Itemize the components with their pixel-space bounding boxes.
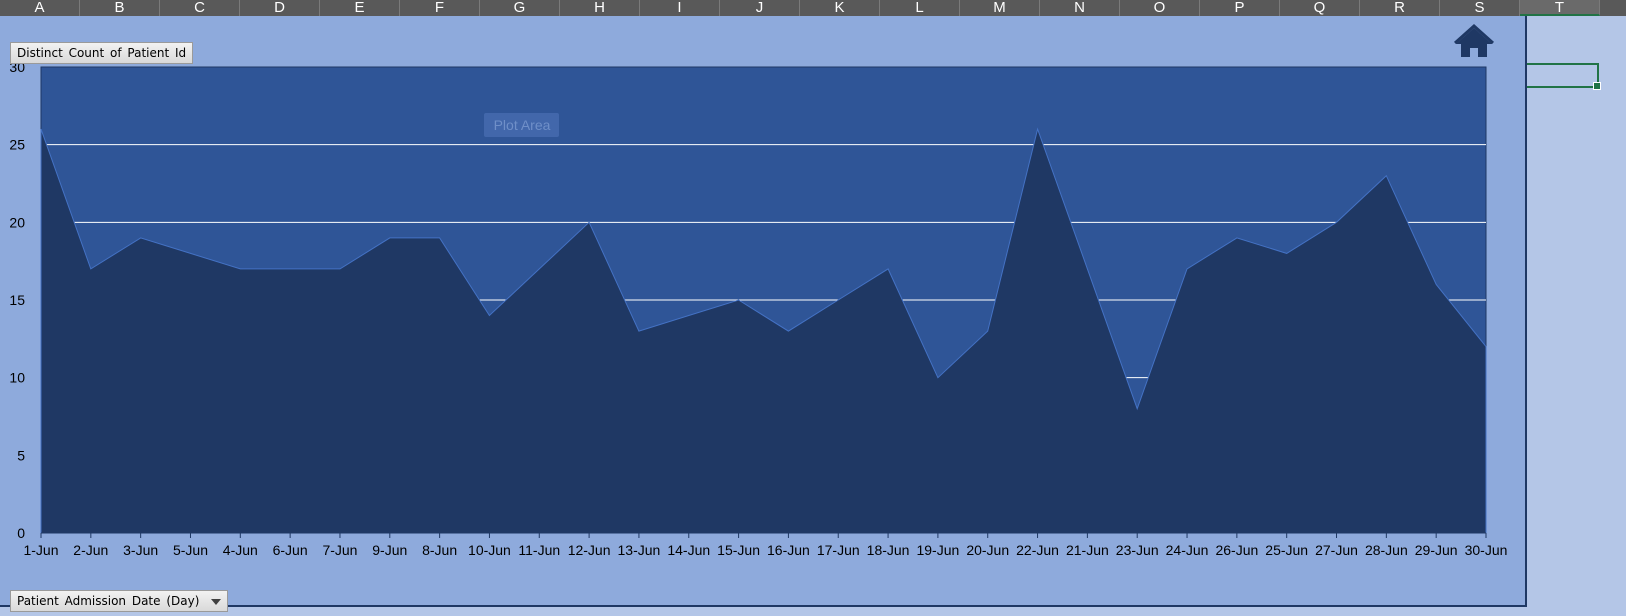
column-header-m[interactable]: M: [960, 0, 1040, 16]
column-header-r[interactable]: R: [1360, 0, 1440, 16]
y-tick-label: 15: [9, 292, 25, 308]
column-header-k[interactable]: K: [800, 0, 880, 16]
value-field-button[interactable]: Distinct Count of Patient Id: [10, 42, 194, 64]
x-axis: 1-Jun 2-Jun 3-Jun 5-Jun 4-Jun 6-Jun 7-Jun 9-Jun…: [23, 532, 1508, 558]
column-header-e[interactable]: E: [320, 0, 400, 16]
x-tick-label: 9-Jun: [372, 542, 407, 558]
plot-area-tooltip: Plot Area: [484, 113, 559, 137]
column-header-f[interactable]: F: [400, 0, 480, 16]
x-tick-label: 16-Jun: [767, 542, 810, 558]
column-header-h[interactable]: H: [560, 0, 640, 16]
x-tick-label: 28-Jun: [1365, 542, 1408, 558]
x-tick-label: 27-Jun: [1315, 542, 1358, 558]
home-icon[interactable]: [1453, 23, 1495, 57]
x-tick-label: 15-Jun: [717, 542, 760, 558]
x-tick-label: 30-Jun: [1465, 542, 1508, 558]
column-header-d[interactable]: D: [240, 0, 320, 16]
column-header-o[interactable]: O: [1120, 0, 1200, 16]
column-header-c[interactable]: C: [160, 0, 240, 16]
column-header-n[interactable]: N: [1040, 0, 1120, 16]
x-tick-label: 26-Jun: [1215, 542, 1258, 558]
x-tick-label: 3-Jun: [123, 542, 158, 558]
fill-handle[interactable]: [1593, 82, 1601, 90]
x-tick-label: 10-Jun: [468, 542, 511, 558]
axis-field-label: Patient Admission Date (Day): [17, 594, 200, 608]
x-tick-label: 14-Jun: [667, 542, 710, 558]
series-area[interactable]: [40, 127, 1487, 534]
x-tick-label: 11-Jun: [518, 542, 560, 558]
x-tick-label: 21-Jun: [1066, 542, 1109, 558]
x-tick-label: 20-Jun: [966, 542, 1009, 558]
y-tick-label: 25: [9, 137, 25, 153]
column-header-s[interactable]: S: [1440, 0, 1520, 16]
x-tick-label: 1-Jun: [23, 542, 58, 558]
x-tick-label: 8-Jun: [422, 542, 457, 558]
y-tick-label: 0: [17, 525, 25, 541]
column-header-b[interactable]: B: [80, 0, 160, 16]
x-tick-label: 22-Jun: [1016, 542, 1059, 558]
y-tick-label: 20: [9, 214, 25, 230]
y-tick-label: 10: [9, 370, 25, 386]
x-tick-label: 5-Jun: [173, 542, 208, 558]
y-tick-label: 5: [17, 447, 25, 463]
x-tick-label: 13-Jun: [618, 542, 661, 558]
x-tick-label: 18-Jun: [867, 542, 910, 558]
pivot-chart-area[interactable]: 0 5 10 15 20 25 30 1-Jun 2-Jun 3-Jun 5-Jun 4-Jun 6-…: [0, 16, 1527, 612]
column-header-p[interactable]: P: [1200, 0, 1280, 16]
column-header-l[interactable]: L: [880, 0, 960, 16]
column-header-g[interactable]: G: [480, 0, 560, 16]
plot-area-tooltip-label: Plot Area: [494, 117, 551, 133]
x-tick-label: 17-Jun: [817, 542, 860, 558]
column-header-i[interactable]: I: [640, 0, 720, 16]
x-tick-label: 7-Jun: [322, 542, 357, 558]
x-tick-label: 25-Jun: [1265, 542, 1308, 558]
axis-field-button[interactable]: Patient Admission Date (Day): [10, 590, 229, 612]
column-header-a[interactable]: A: [0, 0, 80, 16]
column-header-j[interactable]: J: [720, 0, 800, 16]
column-header-q[interactable]: Q: [1280, 0, 1360, 16]
selected-cell[interactable]: [1527, 63, 1601, 90]
x-tick-label: 24-Jun: [1166, 542, 1209, 558]
x-tick-label: 12-Jun: [568, 542, 611, 558]
column-header-t[interactable]: T: [1520, 0, 1600, 16]
x-tick-label: 29-Jun: [1415, 542, 1458, 558]
x-tick-label: 19-Jun: [916, 542, 959, 558]
x-tick-label: 2-Jun: [73, 542, 108, 558]
dropdown-arrow-icon: [211, 599, 222, 605]
x-tick-label: 23-Jun: [1116, 542, 1159, 558]
x-tick-label: 6-Jun: [273, 542, 308, 558]
x-tick-label: 4-Jun: [223, 542, 258, 558]
